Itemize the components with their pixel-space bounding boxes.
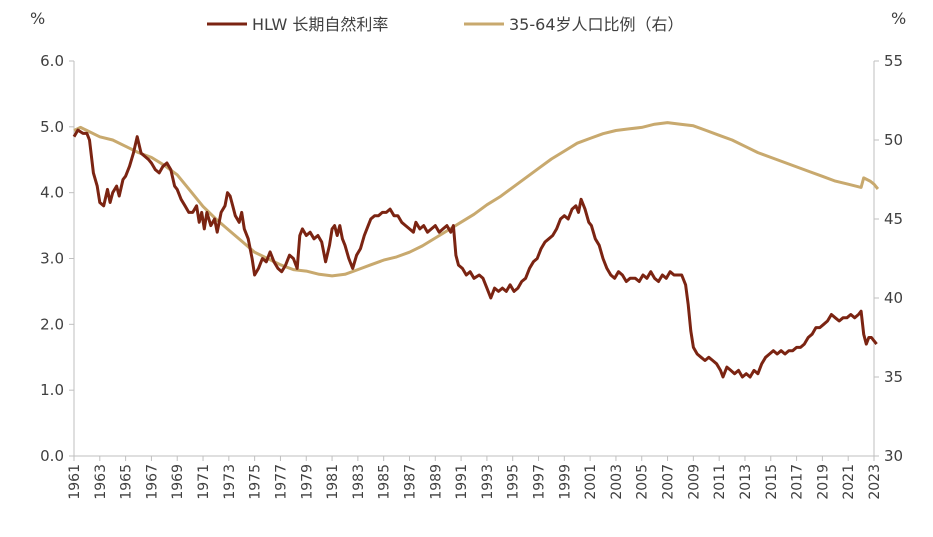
- right-tick-label: 55: [884, 52, 903, 70]
- x-tick-label: 1977: [273, 464, 289, 500]
- x-tick-label: 1975: [248, 464, 264, 500]
- right-tick-label: 35: [884, 368, 903, 386]
- left-tick-label: 3.0: [40, 250, 64, 268]
- legend-item-population: 35-64岁人口比例（右）: [464, 15, 684, 34]
- x-tick-label: 1985: [377, 464, 393, 500]
- x-tick-label: 2005: [635, 464, 651, 500]
- x-tick-label: 2011: [712, 464, 728, 500]
- x-tick-label: 2007: [661, 464, 677, 500]
- right-axis-ticks: 30 35 40 45 50 55: [874, 52, 903, 465]
- x-tick-label: 1981: [325, 464, 341, 500]
- right-tick-label: 40: [884, 289, 903, 307]
- right-axis-unit: %: [891, 9, 906, 28]
- right-tick-label: 45: [884, 210, 903, 228]
- x-tick-label: 2019: [815, 464, 831, 500]
- x-tick-label: 1989: [428, 464, 444, 500]
- left-tick-label: 5.0: [40, 118, 64, 136]
- x-tick-label: 1991: [454, 464, 470, 500]
- x-tick-label: 1995: [506, 464, 522, 500]
- x-tick-label: 1963: [93, 464, 109, 500]
- x-tick-label: 1967: [144, 464, 160, 500]
- x-tick-label: 1965: [119, 464, 135, 500]
- left-tick-label: 2.0: [40, 315, 64, 333]
- x-tick-label: 2003: [609, 464, 625, 500]
- x-tick-label: 2021: [841, 464, 857, 500]
- x-tick-label: 2015: [764, 464, 780, 500]
- x-tick-label: 2001: [583, 464, 599, 500]
- x-tick-label: 1993: [480, 464, 496, 500]
- x-tick-label: 1983: [351, 464, 367, 500]
- series-line-hlw: [72, 128, 878, 379]
- x-tick-label: 1987: [402, 464, 418, 500]
- left-axis-unit: %: [30, 9, 45, 28]
- series-line-population: [73, 121, 880, 278]
- left-tick-label: 1.0: [40, 381, 64, 399]
- x-tick-label: 1969: [170, 464, 186, 500]
- left-tick-label: 4.0: [40, 184, 64, 202]
- x-tick-label: 2023: [867, 464, 883, 500]
- legend-item-hlw: HLW 长期自然利率: [207, 15, 388, 34]
- x-tick-label: 1961: [67, 464, 83, 500]
- x-tick-label: 1997: [532, 464, 548, 500]
- x-tick-label: 1973: [222, 464, 238, 500]
- left-tick-label: 6.0: [40, 52, 64, 70]
- left-axis-ticks: 0.0 1.0 2.0 3.0 4.0 5.0 6.0: [40, 52, 74, 465]
- right-tick-label: 50: [884, 131, 903, 149]
- x-axis-ticks: 1961 1963 1965 1967 1969 1971 1973 1975 1977 1979…: [67, 456, 883, 500]
- x-tick-label: 2013: [738, 464, 754, 500]
- right-tick-label: 30: [884, 447, 903, 465]
- left-tick-label: 0.0: [40, 447, 64, 465]
- x-tick-label: 2009: [686, 464, 702, 500]
- x-tick-label: 1971: [196, 464, 212, 500]
- legend-label-population: 35-64岁人口比例（右）: [509, 15, 684, 34]
- legend: HLW 长期自然利率 35-64岁人口比例（右）: [207, 15, 684, 34]
- x-tick-label: 2017: [790, 464, 806, 500]
- legend-label-hlw: HLW 长期自然利率: [252, 15, 388, 34]
- x-tick-label: 1979: [299, 464, 315, 500]
- x-tick-label: 1999: [557, 464, 573, 500]
